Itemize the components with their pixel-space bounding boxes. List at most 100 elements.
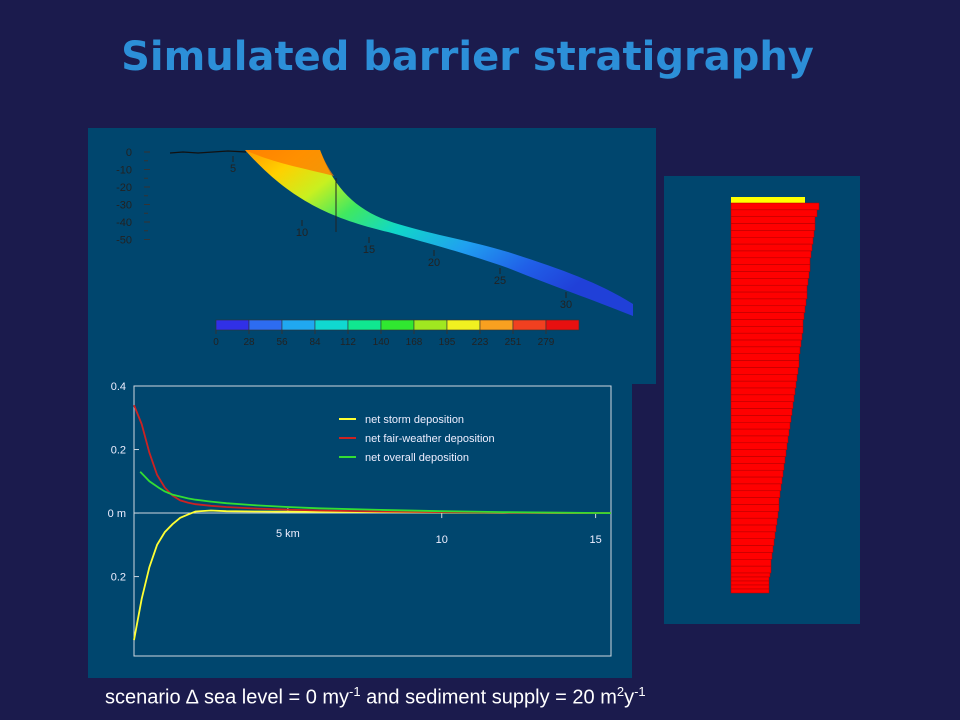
core-layer bbox=[730, 298, 807, 307]
core-layer bbox=[730, 545, 774, 553]
core-layer bbox=[730, 456, 786, 464]
core-layer bbox=[730, 230, 815, 238]
colorbar-tick-label: 251 bbox=[505, 337, 522, 348]
ln-y-tick-label: 0.2 bbox=[111, 445, 126, 457]
core-layer bbox=[730, 257, 811, 265]
ln-x-tick-label: 15 bbox=[589, 534, 601, 546]
core-layer bbox=[730, 332, 803, 341]
core-layer bbox=[730, 223, 816, 231]
core-layer bbox=[730, 469, 784, 478]
deposition-chart-panel: 0.4 0.2 0 m 0.2 5 km 10 15 net storm depositio… bbox=[88, 380, 632, 678]
colorbar-tick-label: 168 bbox=[406, 337, 423, 348]
legend-label: net fair-weather deposition bbox=[365, 433, 495, 445]
core-layer bbox=[730, 401, 794, 409]
core-layer bbox=[730, 588, 770, 594]
xs-profile-label: 5 bbox=[230, 163, 236, 175]
core-layer bbox=[730, 284, 808, 293]
deposition-chart-background bbox=[88, 380, 632, 678]
colorbar-tick-label: 279 bbox=[538, 337, 555, 348]
core-layer bbox=[730, 572, 771, 578]
series-line-1 bbox=[133, 404, 612, 514]
core-layer bbox=[730, 209, 818, 217]
legend-label: net overall deposition bbox=[365, 452, 469, 464]
core-layer bbox=[730, 476, 783, 485]
core-layer bbox=[730, 380, 797, 389]
colorbar-swatch bbox=[545, 319, 580, 331]
core-layer bbox=[730, 504, 780, 512]
caption-prefix: scenario bbox=[105, 686, 187, 709]
core-layer bbox=[730, 531, 776, 539]
colorbar-swatch bbox=[512, 319, 547, 331]
scenario-caption: scenario ∆ sea level = 0 my-1 and sedime… bbox=[105, 684, 955, 710]
cross-section-panel: 0 -10 -20 -30 -40 -50 5 10 15 20 25 30 0 28 56 84 112 1… bbox=[88, 128, 656, 384]
xs-y-tick-label: -40 bbox=[116, 217, 132, 229]
core-layer bbox=[730, 517, 778, 526]
xs-y-tick-label: -30 bbox=[116, 200, 132, 212]
core-layer bbox=[730, 237, 814, 245]
xs-profile-label: 10 bbox=[296, 227, 308, 239]
colorbar-swatch bbox=[314, 319, 349, 331]
core-layer bbox=[730, 202, 820, 211]
core-layer bbox=[730, 552, 773, 560]
core-layer bbox=[730, 360, 800, 368]
core-layer bbox=[730, 271, 810, 279]
core-layer bbox=[730, 394, 795, 402]
colorbar-tick-label: 223 bbox=[472, 337, 489, 348]
colorbar-swatch bbox=[380, 319, 415, 331]
core-layer bbox=[730, 449, 787, 457]
ln-x-tick-label: 5 km bbox=[276, 528, 300, 540]
colorbar-swatch bbox=[446, 319, 481, 331]
caption-part3: y bbox=[624, 686, 635, 709]
legend-label: net storm deposition bbox=[365, 414, 464, 426]
core-layer bbox=[730, 264, 811, 272]
core-layer bbox=[730, 339, 802, 348]
colorbar-tick-label: 0 bbox=[213, 337, 219, 348]
core-layer bbox=[730, 216, 816, 224]
core-layer bbox=[730, 415, 792, 423]
series-line-2 bbox=[139, 471, 612, 514]
xs-profile-label: 15 bbox=[363, 244, 375, 256]
core-layer bbox=[730, 538, 775, 546]
delta-symbol: ∆ bbox=[186, 686, 199, 709]
core-layer bbox=[730, 374, 798, 382]
core-layer bbox=[730, 497, 780, 505]
core-layer bbox=[730, 435, 789, 444]
core-layer bbox=[730, 483, 782, 492]
xs-y-tick-label: -20 bbox=[116, 182, 132, 194]
core-layer bbox=[730, 278, 809, 286]
ln-y-tick-label: 0 m bbox=[108, 508, 126, 520]
core-layer bbox=[730, 346, 801, 354]
core-layer bbox=[730, 422, 791, 430]
core-layer bbox=[730, 565, 772, 574]
cross-section-background bbox=[88, 128, 656, 384]
core-layer bbox=[730, 250, 812, 259]
core-layer bbox=[730, 367, 799, 375]
colorbar-tick-label: 56 bbox=[276, 337, 288, 348]
colorbar-tick-label: 84 bbox=[309, 337, 321, 348]
colorbar-swatch bbox=[248, 319, 283, 331]
ln-y-tick-label: 0.2 bbox=[111, 572, 126, 584]
core-layer bbox=[730, 463, 785, 471]
core-top-layer bbox=[731, 197, 805, 203]
core-layer bbox=[730, 580, 770, 586]
core-layer bbox=[730, 559, 772, 567]
colorbar-swatch bbox=[215, 319, 250, 331]
core-layer bbox=[730, 353, 800, 361]
xs-profile-label: 30 bbox=[560, 299, 572, 311]
caption-part2: and sediment supply = 20 m bbox=[360, 686, 617, 709]
core-layer bbox=[730, 326, 804, 334]
colorbar-swatch bbox=[347, 319, 382, 331]
core-layer bbox=[730, 312, 805, 320]
core-layer bbox=[730, 524, 777, 533]
ln-x-tick-label: 10 bbox=[436, 534, 448, 546]
core-layer bbox=[730, 305, 806, 313]
subaerial-profile-line bbox=[169, 150, 247, 154]
core-layer bbox=[730, 387, 796, 396]
core-layer bbox=[730, 319, 804, 327]
core-layer bbox=[730, 442, 788, 450]
core-layer bbox=[730, 511, 779, 519]
xs-profile-label: 20 bbox=[428, 257, 440, 269]
shoreface-upper-band bbox=[245, 150, 334, 176]
colorbar-tick-label: 195 bbox=[439, 337, 456, 348]
core-layer bbox=[730, 291, 808, 300]
